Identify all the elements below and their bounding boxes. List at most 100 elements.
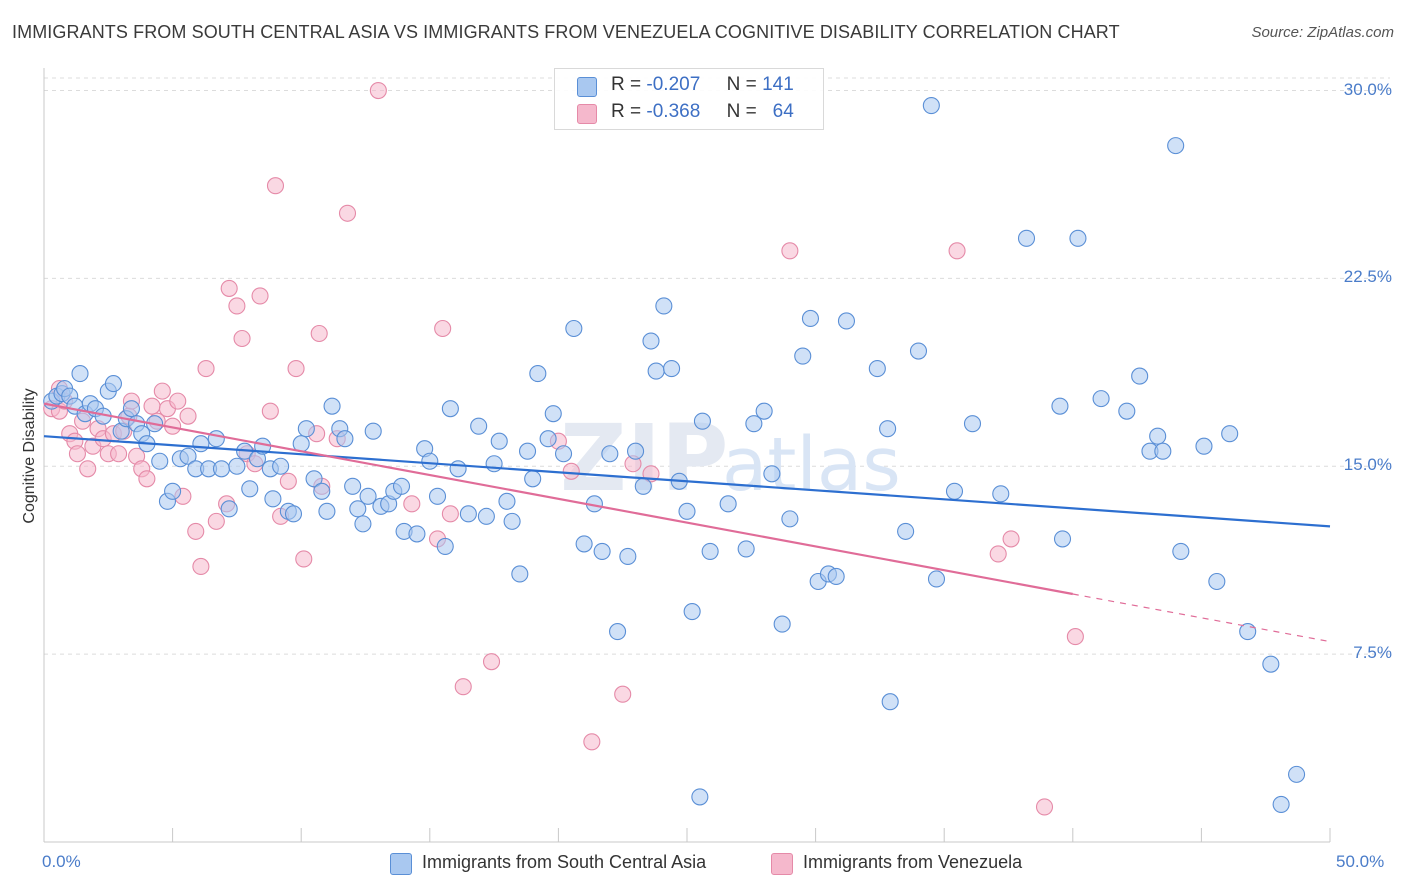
data-point-south-central-asia — [436, 537, 454, 555]
data-point-south-central-asia — [349, 500, 367, 518]
data-point-south-central-asia — [763, 465, 781, 483]
data-point-south-central-asia — [701, 542, 719, 560]
data-point-south-central-asia — [318, 502, 336, 520]
data-point-south-central-asia — [1262, 655, 1280, 673]
axes — [43, 68, 1331, 843]
data-point-south-central-asia — [359, 487, 377, 505]
data-point-south-central-asia — [151, 452, 169, 470]
data-point-south-central-asia — [264, 490, 282, 508]
data-point-south-central-asia — [344, 477, 362, 495]
data-point-south-central-asia — [220, 500, 238, 518]
data-point-venezuela — [187, 522, 205, 540]
data-point-south-central-asia — [663, 360, 681, 378]
data-point-venezuela — [287, 360, 305, 378]
legend-r-label: R = — [611, 74, 642, 95]
data-point-venezuela — [192, 557, 210, 576]
data-point-south-central-asia — [565, 319, 583, 338]
data-point-south-central-asia — [498, 492, 516, 510]
data-point-south-central-asia — [897, 522, 915, 540]
data-point-south-central-asia — [297, 420, 315, 438]
data-point-south-central-asia — [449, 460, 467, 478]
data-point-south-central-asia — [539, 430, 557, 448]
data-point-venezuela — [295, 550, 313, 568]
data-point-south-central-asia — [364, 422, 382, 440]
data-point-venezuela — [369, 81, 387, 100]
data-point-south-central-asia — [408, 525, 426, 543]
data-point-south-central-asia — [1167, 137, 1185, 155]
data-point-venezuela — [220, 279, 238, 297]
data-point-south-central-asia — [212, 460, 231, 478]
data-point-south-central-asia — [336, 430, 354, 448]
data-point-venezuela — [79, 460, 97, 478]
data-point-venezuela — [207, 512, 225, 530]
data-point-south-central-asia — [992, 485, 1010, 503]
data-point-venezuela — [110, 445, 128, 463]
data-point-venezuela — [583, 733, 601, 751]
data-point-south-central-asia — [827, 567, 845, 586]
data-point-south-central-asia — [524, 470, 542, 488]
data-point-south-central-asia — [627, 442, 645, 460]
data-point-south-central-asia — [945, 482, 964, 500]
bottom-legend-swatch-blue — [390, 853, 412, 875]
data-point-south-central-asia — [179, 447, 197, 465]
data-point-venezuela — [403, 495, 421, 513]
legend-r-value: -0.207 — [646, 74, 701, 95]
data-point-south-central-asia — [470, 417, 488, 435]
data-point-south-central-asia — [392, 477, 411, 495]
data-point-south-central-asia — [1017, 229, 1036, 247]
data-point-venezuela — [434, 319, 452, 338]
data-point-south-central-asia — [781, 510, 799, 528]
data-point-venezuela — [233, 329, 251, 348]
data-point-venezuela — [482, 653, 501, 671]
data-point-south-central-asia — [1272, 795, 1290, 813]
data-point-south-central-asia — [755, 402, 773, 420]
data-point-south-central-asia — [421, 452, 439, 470]
data-point-south-central-asia — [909, 342, 928, 360]
data-point-venezuela — [138, 470, 156, 488]
data-point-south-central-asia — [1092, 390, 1110, 408]
data-point-south-central-asia — [794, 347, 812, 365]
data-point-south-central-asia — [192, 435, 210, 453]
data-point-south-central-asia — [1195, 437, 1213, 455]
data-point-south-central-asia — [459, 505, 477, 523]
data-point-south-central-asia — [575, 535, 593, 553]
data-point-venezuela — [68, 445, 86, 463]
data-point-south-central-asia — [554, 445, 573, 463]
data-point-venezuela — [989, 545, 1007, 563]
bottom-legend-label-pink: Immigrants from Venezuela — [803, 852, 1023, 872]
data-point-venezuela — [143, 397, 161, 415]
grid-lines — [44, 77, 1390, 655]
data-point-venezuela — [454, 678, 472, 696]
data-point-south-central-asia — [1239, 623, 1257, 641]
data-point-venezuela — [228, 297, 246, 315]
data-point-south-central-asia — [477, 507, 495, 525]
data-point-south-central-asia — [963, 415, 982, 433]
data-point-south-central-asia — [801, 309, 820, 328]
data-point-south-central-asia — [241, 480, 259, 498]
correlation-legend: R = -0.207 N = 141 R = -0.368 N = 64 — [554, 68, 824, 130]
data-point-venezuela — [562, 462, 580, 480]
data-point-south-central-asia — [619, 547, 637, 565]
data-point-south-central-asia — [529, 365, 547, 383]
data-point-south-central-asia — [601, 445, 619, 463]
data-point-venezuela — [179, 407, 197, 425]
y-tick-label: 22.5% — [1343, 267, 1392, 287]
data-point-south-central-asia — [1154, 442, 1172, 460]
bottom-legend-label-blue: Immigrants from South Central Asia — [422, 852, 707, 872]
data-point-south-central-asia — [544, 405, 562, 423]
data-point-south-central-asia — [441, 400, 459, 418]
data-point-south-central-asia — [1131, 367, 1149, 385]
trend-line-south-central-asia — [43, 435, 1331, 528]
data-point-venezuela — [251, 287, 269, 305]
data-point-south-central-asia — [691, 788, 709, 806]
bottom-legend-swatch-pink — [771, 853, 793, 875]
data-point-south-central-asia — [1051, 397, 1069, 415]
data-point-south-central-asia — [745, 415, 763, 433]
chart-title: IMMIGRANTS FROM SOUTH CENTRAL ASIA VS IM… — [12, 22, 1120, 42]
data-point-venezuela — [279, 472, 297, 490]
data-point-south-central-asia — [1118, 402, 1136, 420]
data-point-south-central-asia — [1053, 530, 1072, 548]
data-point-south-central-asia — [323, 397, 341, 415]
data-point-venezuela — [1035, 798, 1054, 816]
